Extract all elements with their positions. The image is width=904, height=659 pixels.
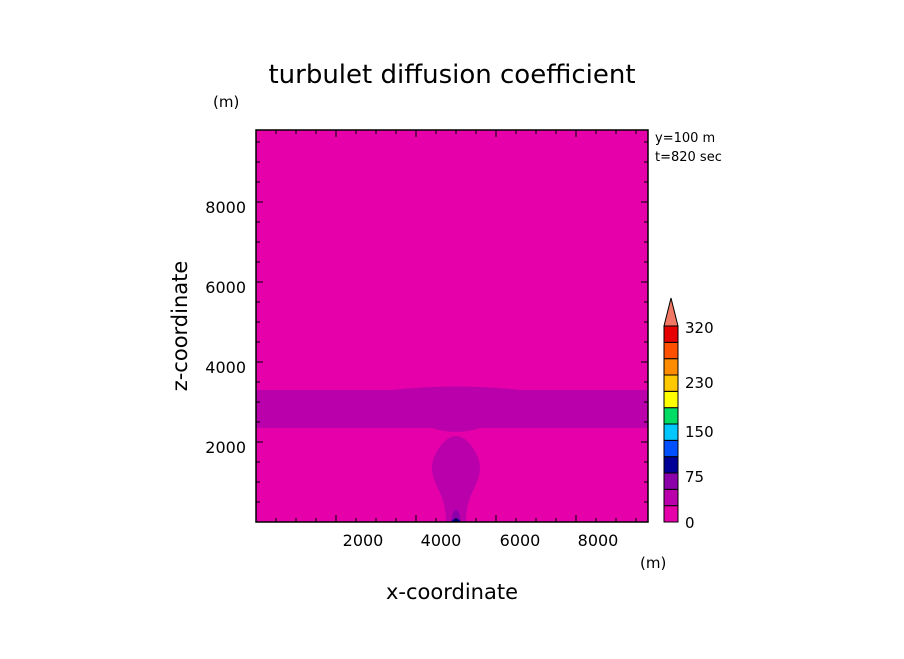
contour-layer	[256, 386, 648, 432]
colorbar-label: 75	[685, 468, 704, 486]
colorbar-label: 0	[685, 514, 695, 532]
colorbar-swatch	[663, 439, 679, 458]
x-tick-label: 6000	[500, 531, 541, 550]
y-tick-label: 2000	[205, 438, 246, 457]
colorbar	[663, 297, 679, 523]
annotation-time: t=820 sec	[655, 150, 722, 165]
x-axis-title: x-coordinate	[386, 580, 518, 604]
colorbar-label: 230	[685, 374, 714, 392]
colorbar-swatch	[663, 341, 679, 360]
x-tick-label: 8000	[578, 531, 619, 550]
y-tick-label: 4000	[205, 358, 246, 377]
y-axis-title: z-coordinate	[168, 261, 192, 392]
contour-plume	[432, 436, 480, 522]
colorbar-label: 150	[685, 423, 714, 441]
colorbar-swatch	[663, 374, 679, 392]
colorbar-swatch	[663, 423, 679, 441]
y-tick-label: 8000	[205, 198, 246, 217]
colorbar-swatch	[663, 472, 679, 490]
colorbar-extend-arrow	[663, 297, 679, 327]
colorbar-swatch	[663, 358, 679, 376]
y-axis-unit: (m)	[213, 93, 239, 111]
axis-ticks	[256, 130, 648, 522]
contour-plume-core	[451, 510, 461, 522]
colorbar-label: 320	[685, 319, 714, 337]
contour-field	[256, 130, 648, 522]
chart-title: turbulet diffusion coefficient	[268, 60, 635, 90]
x-tick-label: 4000	[421, 531, 462, 550]
colorbar-swatch	[663, 488, 679, 507]
colorbar-swatch	[663, 456, 679, 474]
plot-frame	[255, 129, 649, 523]
x-tick-label: 2000	[343, 531, 384, 550]
colorbar-swatch	[663, 390, 679, 409]
colorbar-swatch	[663, 325, 679, 343]
colorbar-swatch	[663, 505, 679, 523]
y-tick-label: 6000	[205, 278, 246, 297]
colorbar-swatch	[663, 407, 679, 425]
x-axis-unit: (m)	[640, 554, 666, 572]
annotation-y-position: y=100 m	[655, 131, 715, 146]
